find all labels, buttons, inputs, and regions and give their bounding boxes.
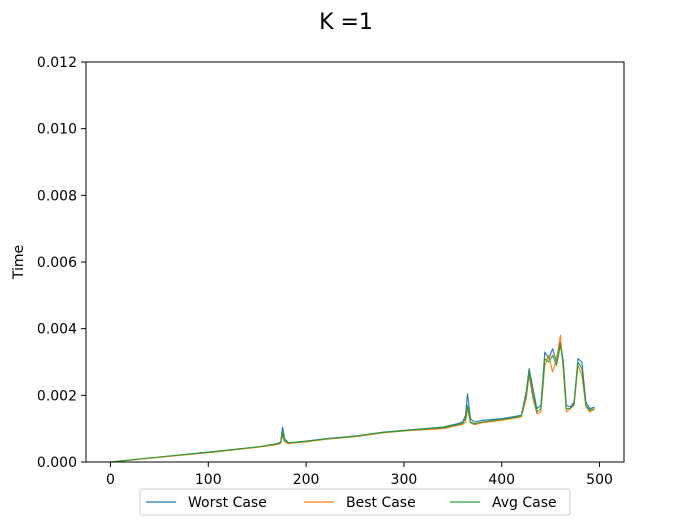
legend-box bbox=[139, 488, 571, 516]
legend-label-best-case: Best Case bbox=[346, 495, 416, 511]
plot-area bbox=[110, 334, 596, 463]
x-tick-label: 100 bbox=[195, 472, 222, 488]
legend-label-worst-case: Worst Case bbox=[188, 495, 267, 511]
y-tick-label: 0.002 bbox=[37, 388, 77, 404]
legend-label-avg-case: Avg Case bbox=[492, 495, 557, 511]
y-axis: 0.000 0.002 0.004 0.006 0.008 0.010 0.012 bbox=[37, 55, 86, 471]
x-tick-label: 500 bbox=[586, 472, 613, 488]
series-line-avg-case bbox=[110, 344, 595, 463]
series-line-best-case bbox=[110, 334, 596, 463]
legend: Worst Case Best Case Avg Case bbox=[139, 488, 571, 516]
y-tick-label: 0.000 bbox=[37, 455, 77, 471]
y-tick-label: 0.008 bbox=[37, 188, 77, 204]
plot-frame bbox=[85, 61, 625, 463]
series-line-worst-case bbox=[110, 341, 595, 463]
y-tick-label: 0.012 bbox=[37, 55, 77, 71]
x-axis: 0 100 200 300 400 500 bbox=[106, 462, 613, 488]
x-tick-label: 400 bbox=[488, 472, 515, 488]
x-tick-label: 300 bbox=[391, 472, 418, 488]
y-tick-label: 0.006 bbox=[37, 255, 77, 271]
y-axis-label: Time bbox=[11, 245, 27, 280]
y-tick-label: 0.010 bbox=[37, 122, 77, 138]
chart-title: K =1 bbox=[319, 10, 373, 35]
x-tick-label: 200 bbox=[293, 472, 320, 488]
x-tick-label: 0 bbox=[106, 472, 115, 488]
y-tick-label: 0.004 bbox=[37, 322, 77, 338]
